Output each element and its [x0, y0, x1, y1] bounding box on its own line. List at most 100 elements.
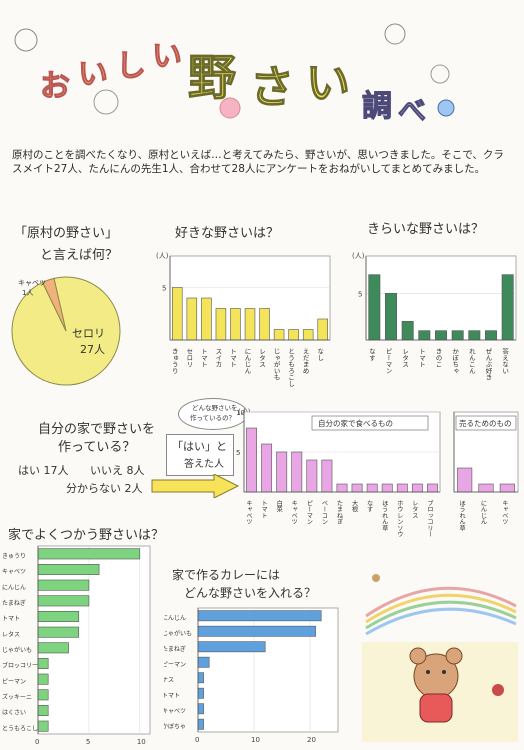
bar	[435, 330, 447, 341]
intro-text: 原村のことを調べたくなり、原村といえば…と考えてみたら、野さいが、思いつきました…	[12, 149, 504, 175]
bar	[273, 329, 285, 341]
y-tick-label: 10	[236, 409, 245, 417]
y-tick-label: ブロッコリー	[2, 662, 38, 670]
y-tick-label: レタス	[2, 630, 20, 638]
y-tick-label: トマト	[2, 616, 20, 623]
pie-slice	[41, 277, 67, 332]
x-tick-label: スイカ	[214, 348, 222, 368]
bar	[172, 287, 183, 341]
x-tick-label: レタス	[411, 500, 418, 519]
grow-no: いいえ 8人	[90, 464, 145, 477]
bubble-line1: どんな野さいを	[192, 404, 238, 412]
x-tick-label: にんじん	[480, 500, 487, 525]
x-tick-label: キャベツ	[245, 500, 252, 525]
pie-heading-1: 「原村の野さい」	[14, 226, 119, 241]
y-tick-label: じゃがいも	[164, 629, 192, 637]
bar	[321, 459, 333, 493]
title-char: べ	[398, 94, 426, 127]
x-tick-label: きゅうり	[170, 348, 178, 375]
y-tick-label: はくさい	[2, 710, 26, 717]
arrow-icon	[151, 474, 240, 498]
bar	[197, 687, 204, 699]
x-tick-label: キャベツ	[290, 500, 297, 525]
bar	[368, 274, 381, 341]
title-char: い	[78, 57, 108, 92]
section-label: 自分の家で食べるもの	[318, 418, 393, 428]
section-label: 売るためのもの	[459, 418, 512, 428]
y-tick-label: 5	[236, 449, 240, 457]
x-tick-label: にんじん	[243, 348, 251, 375]
x-tick-label: セロリ	[185, 348, 193, 368]
y-tick-label: キャベツ	[164, 708, 186, 715]
y-tick-label: ズッキーニ	[2, 693, 32, 701]
bar	[306, 459, 318, 493]
x-tick-label: レタス	[258, 348, 266, 368]
like-heading: 好きな野さいは？	[175, 226, 280, 241]
unit-label: (人)	[156, 252, 169, 260]
title-char: 野	[188, 50, 236, 106]
unit-label: (人)	[352, 252, 365, 260]
y-tick-label: トマト	[164, 692, 180, 699]
grow-heading-2: 作っている？	[58, 440, 136, 455]
grow-yes: はい 17人	[18, 464, 69, 477]
x-tick-label: トマト	[260, 500, 267, 519]
dislike-bar-chart: (人) 5 なす ピーマン レタス トマト きのこ かぼちゃ れんこん ぜんぶ好き 答えない	[352, 252, 517, 381]
section-label-box	[311, 415, 429, 431]
x-tick-label: かぼちゃ	[451, 348, 459, 375]
y-tick-label: たまねぎ	[2, 599, 26, 607]
bar	[37, 595, 90, 607]
y-tick-label: きゅうり	[2, 553, 26, 560]
x-tick-label: 20	[307, 736, 316, 744]
pie-value: 1人	[22, 289, 33, 297]
bar	[197, 610, 322, 622]
yes-box-line2: 答えた人	[184, 459, 224, 470]
x-tick-label: なし	[316, 348, 324, 362]
bar	[201, 297, 212, 341]
bar	[37, 720, 49, 732]
yes-box	[166, 434, 234, 476]
bar	[37, 611, 80, 622]
title-area: お い し い 野 さ い 調 べ	[14, 23, 455, 128]
bar	[197, 656, 210, 668]
x-tick-label: 大根	[351, 499, 358, 513]
y-tick-label: ピーマン	[2, 678, 26, 685]
grow-unknown: 分からない 2人	[66, 482, 143, 495]
x-tick-label: きのこ	[434, 348, 442, 368]
bar	[37, 673, 49, 685]
bear-icon	[409, 647, 463, 723]
pie-value: 27人	[80, 343, 105, 356]
bar	[396, 483, 408, 493]
bar	[336, 483, 348, 493]
curry-heading-2: どんな野さいを入れる？	[184, 586, 317, 600]
y-tick-label: にんじん	[164, 615, 186, 622]
x-tick-label: 答えない	[501, 347, 509, 375]
bar	[197, 625, 316, 637]
use-bar-chart: 0 5 10 きゅうりキャベツにんじんたまねぎトマトレタスじゃがいもブロッコリーピーマ…	[2, 545, 151, 746]
x-tick-label: とうもろこし	[287, 348, 295, 388]
bar	[457, 467, 473, 493]
title-char: し	[116, 49, 146, 84]
x-tick-label: 0	[35, 738, 39, 746]
bar	[37, 689, 49, 701]
bar	[288, 329, 299, 341]
dislike-heading: きらいな野さいは？	[367, 222, 485, 237]
bar	[451, 330, 464, 341]
title-char: 調	[362, 89, 392, 124]
title-decoration	[14, 23, 450, 119]
x-tick-label: 白菜	[275, 499, 282, 513]
bar	[317, 318, 328, 341]
x-tick-label: トマト	[417, 348, 425, 368]
bar	[485, 330, 497, 341]
y-tick-label: たまねぎ	[164, 645, 186, 653]
bar	[230, 308, 241, 341]
x-tick-label: れんこん	[467, 348, 475, 375]
curry-heading-1: 家で作るカレーには	[172, 568, 281, 582]
x-tick-label: じゃがいも	[272, 348, 280, 381]
section-label-box	[455, 415, 517, 431]
bar	[259, 308, 270, 341]
plot-area	[37, 545, 151, 735]
illustration	[362, 574, 518, 742]
x-tick-label: ブロッコリー	[426, 499, 433, 537]
pie-heading-2: と言えば何？	[40, 248, 119, 263]
